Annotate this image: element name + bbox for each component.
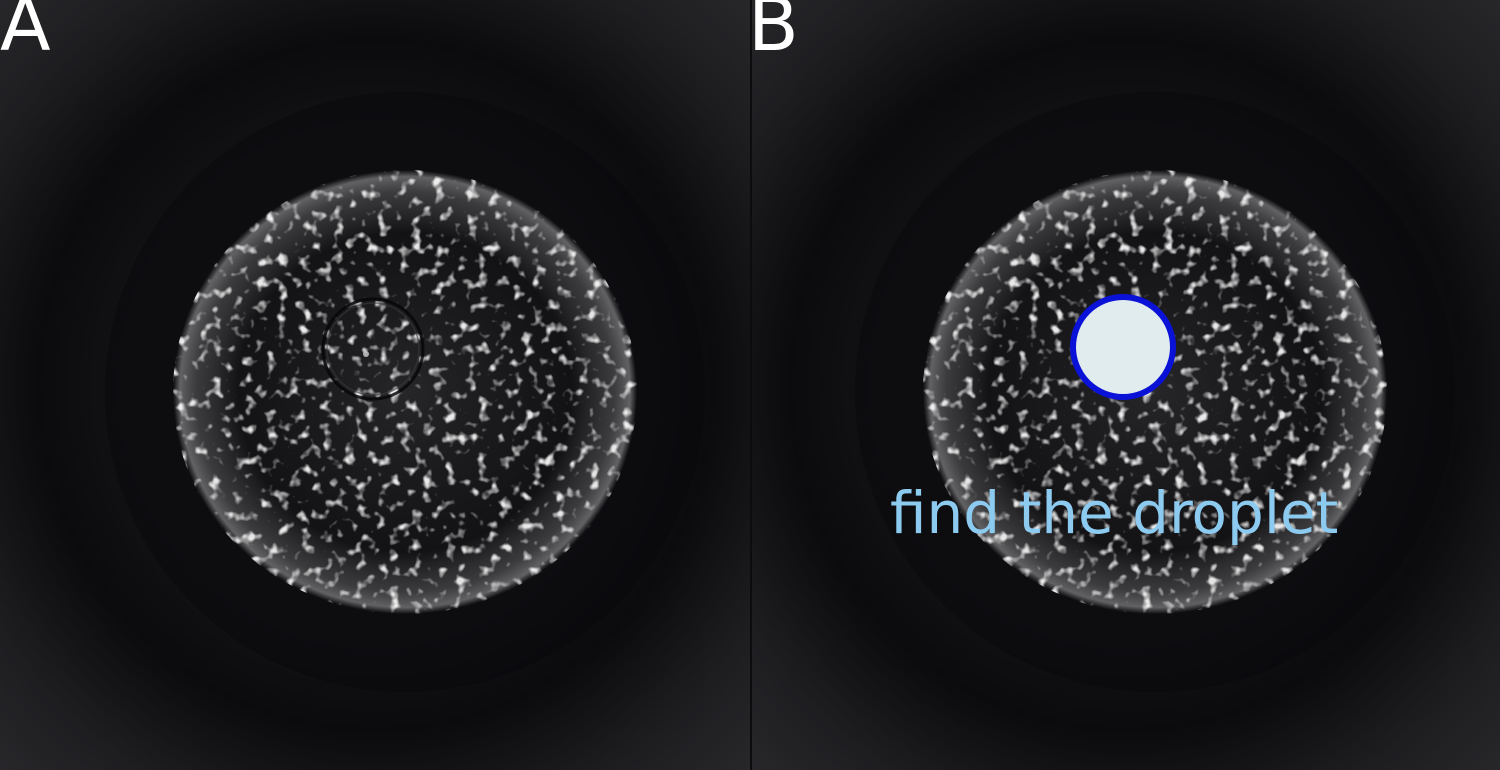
panel-label: A xyxy=(0,0,51,68)
droplet-marker xyxy=(1070,294,1176,400)
micrograph-image-a xyxy=(0,0,750,770)
panel-b: B find the droplet xyxy=(750,0,1500,770)
panel-label: B xyxy=(750,0,799,68)
micrograph-image-b xyxy=(752,0,1500,770)
annotation-text: find the droplet xyxy=(890,479,1339,547)
panel-a: A xyxy=(0,0,750,770)
